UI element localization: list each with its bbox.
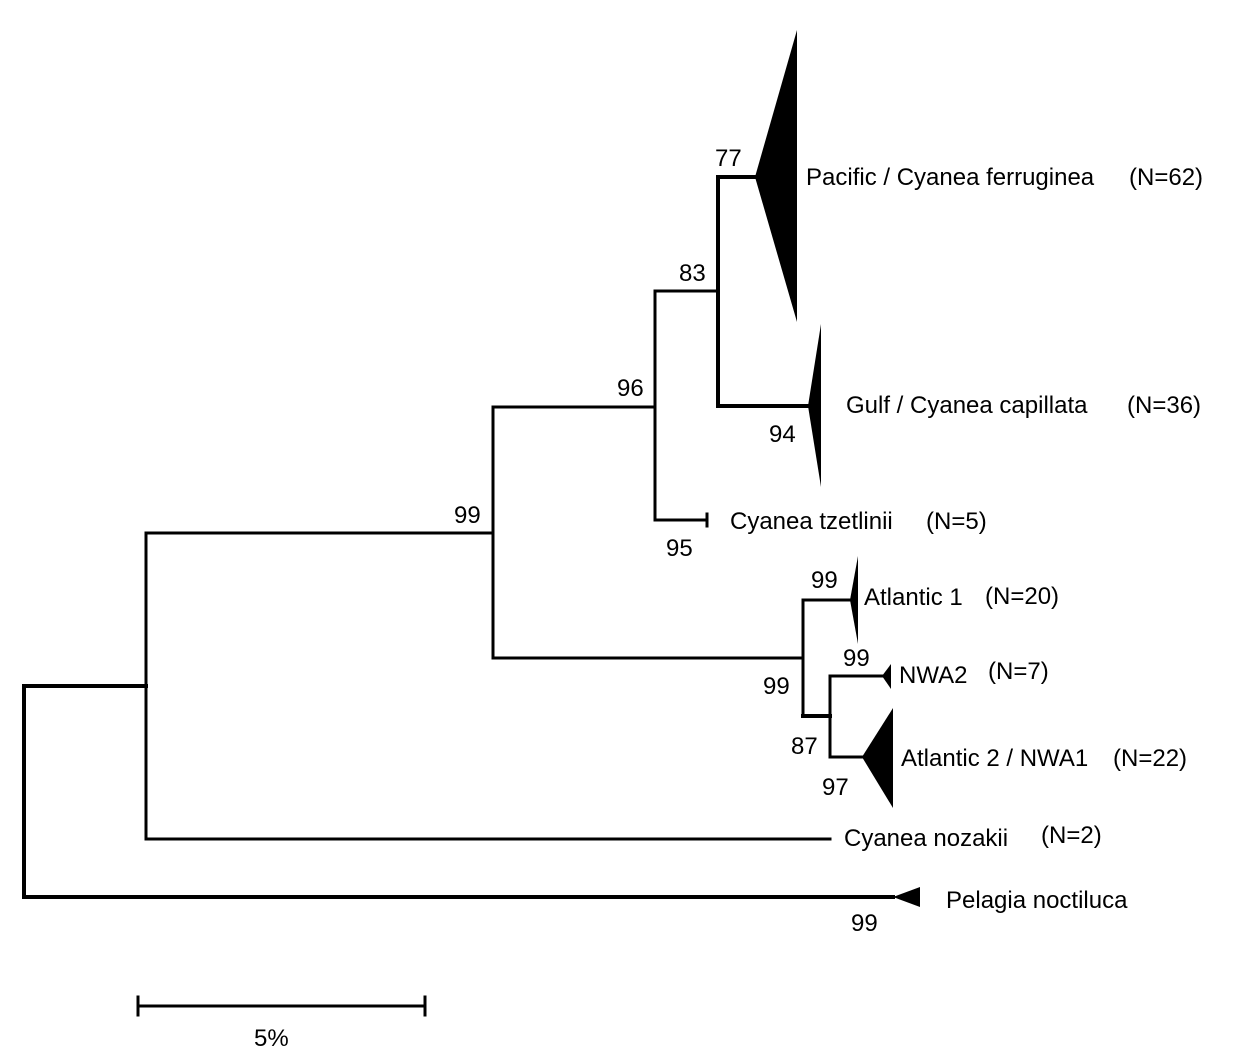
support-value: 99 — [843, 645, 870, 672]
clade-triangle-nwa2 — [882, 664, 891, 689]
branch-nwa — [828, 674, 884, 759]
support-value: 96 — [617, 375, 644, 402]
support-value: 77 — [715, 145, 742, 172]
support-value: 99 — [763, 673, 790, 700]
support-value: 99 — [811, 567, 838, 594]
clade-count-nozakii: (N=2) — [1041, 822, 1102, 849]
branch-pacific-gulf — [716, 175, 810, 408]
branch-node-96-99 — [491, 405, 805, 660]
support-value: 97 — [822, 774, 849, 801]
clade-triangle-pacific — [755, 30, 797, 322]
scale-bar-label: 5% — [254, 1025, 289, 1050]
support-value: 83 — [679, 260, 706, 287]
clade-triangle-atlantic1 — [850, 556, 858, 644]
clade-label-atlantic2: Atlantic 2 / NWA1 — [901, 745, 1088, 772]
clade-label-gulf: Gulf / Cyanea capillata — [846, 392, 1088, 419]
clade-label-atlantic1: Atlantic 1 — [864, 584, 963, 611]
clade-label-pacific: Pacific / Cyanea ferruginea — [806, 164, 1095, 191]
support-value: 95 — [666, 535, 693, 562]
clade-count-tzetlinii: (N=5) — [926, 508, 987, 535]
clade-label-nwa2: NWA2 — [899, 662, 967, 689]
tree-branches — [22, 175, 895, 899]
clade-label-pelagia: Pelagia noctiluca — [946, 887, 1128, 914]
clade-count-pacific: (N=62) — [1129, 164, 1203, 191]
clade-triangle-gulf — [808, 324, 821, 487]
clade-triangles — [755, 30, 920, 907]
clade-label-nozakii: Cyanea nozakii — [844, 825, 1008, 852]
clade-count-atlantic1: (N=20) — [985, 583, 1059, 610]
clade-label-tzetlinii: Cyanea tzetlinii — [730, 508, 893, 535]
support-value: 87 — [791, 733, 818, 760]
branch-cyanea-ingroup — [144, 531, 832, 841]
support-value: 99 — [454, 502, 481, 529]
support-values: 77 83 96 99 94 95 99 99 99 87 97 99 — [454, 145, 878, 937]
scale-bar: 5% — [136, 995, 427, 1050]
clade-triangle-pelagia — [893, 887, 920, 907]
clade-count-nwa2: (N=7) — [988, 658, 1049, 685]
branch-root — [22, 684, 895, 899]
clade-count-gulf: (N=36) — [1127, 392, 1201, 419]
support-value: 99 — [851, 910, 878, 937]
clade-count-atlantic2: (N=22) — [1113, 745, 1187, 772]
clade-triangle-atlantic2 — [862, 708, 893, 808]
branch-node-83-tzetlinii — [653, 289, 720, 522]
clade-labels: Pacific / Cyanea ferruginea (N=62) Gulf … — [730, 164, 1203, 914]
support-value: 94 — [769, 421, 796, 448]
